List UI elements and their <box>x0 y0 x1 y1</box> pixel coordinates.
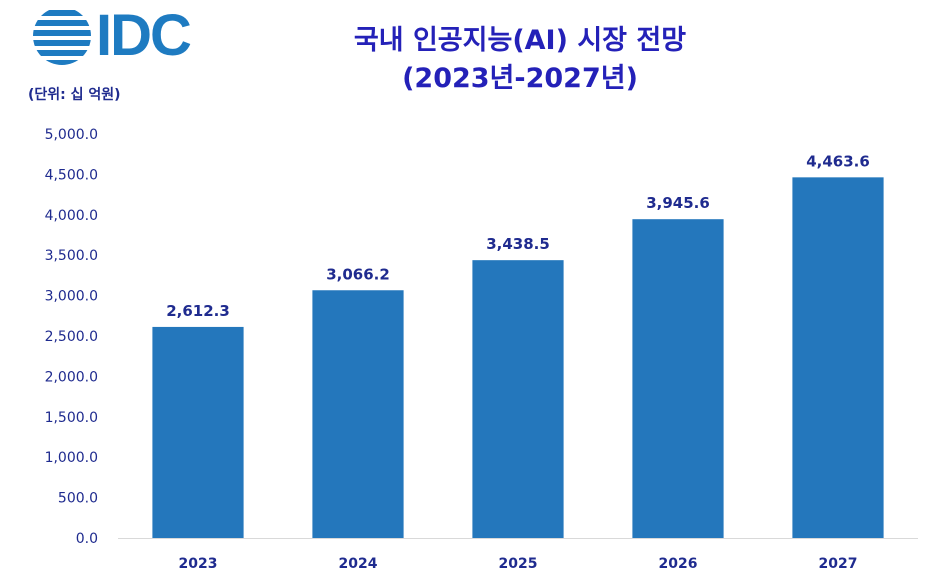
data-label: 3,438.5 <box>486 235 550 253</box>
logo-text: IDC <box>96 3 192 68</box>
bar-2026 <box>632 219 724 538</box>
x-tick-label: 2026 <box>659 556 698 572</box>
y-tick-label: 2,500.0 <box>45 329 98 345</box>
y-tick-label: 5,000.0 <box>45 127 98 143</box>
chart-title-block: 국내 인공지능(AI) 시장 전망 (2023년-2027년) <box>300 22 740 98</box>
bar-2025 <box>472 260 564 538</box>
globe-icon <box>33 10 91 65</box>
chart-subtitle: (2023년-2027년) <box>402 63 638 94</box>
x-tick-label: 2025 <box>499 556 538 572</box>
idc-logo: IDC <box>32 6 212 66</box>
y-tick-label: 1,000.0 <box>45 450 98 466</box>
y-tick-label: 2,000.0 <box>45 369 98 385</box>
y-tick-label: 1,500.0 <box>45 410 98 426</box>
y-tick-label: 3,000.0 <box>45 289 98 305</box>
y-tick-label: 4,000.0 <box>45 208 98 224</box>
unit-label: (단위: 십 억원) <box>28 87 121 103</box>
bar-2027 <box>792 177 884 538</box>
bar-2024 <box>312 290 404 538</box>
data-label: 4,463.6 <box>806 152 870 170</box>
chart-title: 국내 인공지능(AI) 시장 전망 <box>353 25 687 56</box>
data-label: 3,945.6 <box>646 194 710 212</box>
data-label: 2,612.3 <box>166 302 230 320</box>
bar-2023 <box>152 326 244 538</box>
x-tick-label: 2027 <box>819 556 858 572</box>
y-tick-label: 500.0 <box>58 491 98 507</box>
x-tick-label: 2024 <box>339 556 378 572</box>
x-tick-label: 2023 <box>179 556 218 572</box>
y-tick-label: 3,500.0 <box>45 248 98 264</box>
x-axis: 2023 2024 2025 2026 2027 <box>179 556 858 572</box>
y-tick-label: 0.0 <box>76 531 98 547</box>
y-tick-label: 4,500.0 <box>45 167 98 183</box>
data-label: 3,066.2 <box>326 265 390 283</box>
y-axis: 0.0 500.0 1,000.0 1,500.0 2,000.0 2,500.0 3,00… <box>45 127 98 547</box>
bars: 2,612.3 3,066.2 3,438.5 3,945.6 4,463.6 <box>152 152 884 538</box>
